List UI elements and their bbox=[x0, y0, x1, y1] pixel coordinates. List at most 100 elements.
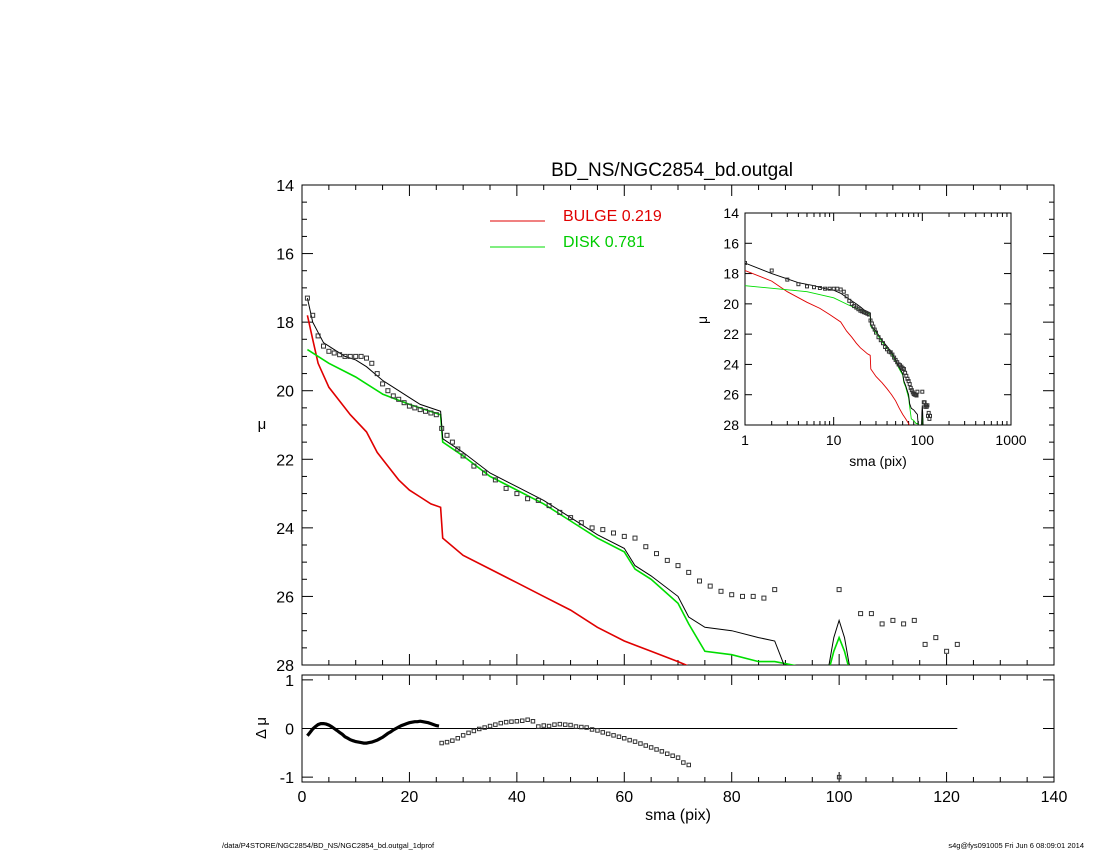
inset-xtick-label: 10 bbox=[826, 432, 842, 448]
residual-x-axis-label: sma (pix) bbox=[645, 807, 711, 824]
data-point bbox=[643, 544, 649, 550]
inset-data-point bbox=[867, 312, 871, 317]
data-point bbox=[772, 587, 778, 593]
main-profile-panel: 14 16 18 20 22 24 26 28 μ BULGE 0.219 DISK 0.78… bbox=[258, 178, 1055, 675]
res-ytick-label: 1 bbox=[285, 673, 294, 690]
data-point bbox=[858, 611, 864, 617]
inset-x-axis-label: sma (pix) bbox=[849, 453, 907, 469]
inset-data-point bbox=[823, 286, 828, 291]
data-point bbox=[358, 353, 364, 359]
footer-timestamp: s4g@fys091005 Fri Jun 6 08:09:01 2014 bbox=[948, 841, 1084, 850]
main-panel-ticks: 14 16 18 20 22 24 26 28 bbox=[276, 178, 1055, 675]
residual-point bbox=[520, 718, 525, 723]
res-xtick-label: 80 bbox=[723, 789, 741, 806]
res-xtick-label: 20 bbox=[401, 789, 419, 806]
data-point bbox=[600, 527, 606, 533]
inset-xtick-label: 1 bbox=[741, 432, 749, 448]
residual-point bbox=[600, 730, 605, 735]
residual-point bbox=[568, 722, 573, 728]
bulge-profile-line bbox=[306, 315, 689, 665]
residual-point bbox=[439, 740, 444, 746]
residual-point bbox=[573, 724, 579, 729]
residual-point bbox=[557, 721, 563, 727]
data-point bbox=[707, 583, 713, 589]
inset-data-point bbox=[901, 367, 906, 371]
data-point bbox=[347, 353, 353, 359]
residual-point bbox=[466, 730, 471, 736]
inset-data-point bbox=[849, 301, 854, 306]
residual-point bbox=[836, 774, 842, 780]
data-point bbox=[315, 333, 321, 339]
res-xtick-label: 100 bbox=[826, 789, 853, 806]
data-point bbox=[455, 446, 461, 452]
residual-point bbox=[675, 755, 681, 760]
data-point bbox=[675, 563, 681, 569]
residual-point bbox=[482, 725, 487, 730]
inset-panel-ticks: 14 16 18 20 22 24 26 281 10 100 1000 bbox=[723, 205, 1026, 448]
model-profile-line bbox=[306, 297, 850, 665]
data-point bbox=[535, 497, 541, 503]
residual-point bbox=[493, 722, 498, 727]
data-point bbox=[460, 453, 466, 459]
main-ytick-label: 28 bbox=[276, 658, 294, 675]
data-point bbox=[471, 463, 477, 469]
data-point bbox=[879, 621, 885, 627]
inset-ytick-label: 18 bbox=[723, 266, 739, 282]
inset-data-point bbox=[925, 403, 930, 408]
inset-data-point bbox=[831, 286, 836, 291]
data-point bbox=[374, 371, 380, 377]
residual-point bbox=[595, 728, 600, 733]
data-point bbox=[589, 525, 595, 531]
data-point bbox=[401, 400, 407, 406]
data-point bbox=[514, 491, 520, 497]
inset-data-point bbox=[769, 268, 774, 273]
residual-point bbox=[579, 724, 584, 730]
residual-point bbox=[632, 739, 638, 744]
inset-ytick-label: 16 bbox=[723, 235, 739, 251]
data-point bbox=[557, 509, 563, 515]
data-point bbox=[686, 569, 692, 575]
residual-point bbox=[648, 745, 654, 750]
residual-point bbox=[460, 733, 466, 738]
main-ytick-label: 14 bbox=[276, 178, 294, 195]
data-point bbox=[369, 360, 375, 366]
inset-ytick-label: 26 bbox=[723, 387, 739, 403]
residual-point bbox=[686, 762, 691, 768]
inset-data-point bbox=[878, 338, 883, 343]
data-point bbox=[412, 405, 418, 411]
main-y-axis-label: μ bbox=[258, 416, 267, 433]
data-point bbox=[901, 621, 907, 627]
data-point bbox=[944, 648, 950, 654]
data-point bbox=[911, 617, 917, 623]
residual-point bbox=[471, 728, 477, 734]
data-point bbox=[310, 312, 316, 318]
inset-data-point bbox=[796, 282, 801, 287]
inset-data-point bbox=[785, 277, 790, 282]
residual-point bbox=[605, 731, 611, 737]
residual-y-axis-label: Δ μ bbox=[253, 717, 270, 739]
inset-ytick-label: 20 bbox=[723, 296, 739, 312]
inset-ytick-label: 24 bbox=[723, 356, 739, 372]
res-xtick-label: 40 bbox=[508, 789, 526, 806]
data-point bbox=[337, 352, 343, 358]
data-point bbox=[444, 432, 450, 438]
main-ytick-label: 20 bbox=[276, 384, 294, 401]
data-point bbox=[433, 412, 439, 418]
footer-file-path: /data/P4STORE/NGC2854/BD_NS/NGC2854_bd.o… bbox=[222, 841, 435, 850]
inset-data-point bbox=[920, 389, 925, 394]
residual-point bbox=[563, 722, 568, 727]
inset-data-point bbox=[874, 330, 878, 335]
inset-ytick-label: 22 bbox=[723, 326, 739, 342]
data-point bbox=[568, 515, 574, 521]
data-point bbox=[697, 578, 702, 584]
data-point bbox=[449, 439, 455, 445]
residual-point bbox=[498, 720, 503, 726]
inset-xtick-label: 100 bbox=[911, 432, 935, 448]
data-point bbox=[578, 520, 584, 526]
main-ytick-label: 22 bbox=[276, 452, 294, 469]
data-point bbox=[353, 353, 359, 359]
residual-point bbox=[444, 739, 450, 745]
residual-point bbox=[450, 738, 455, 743]
